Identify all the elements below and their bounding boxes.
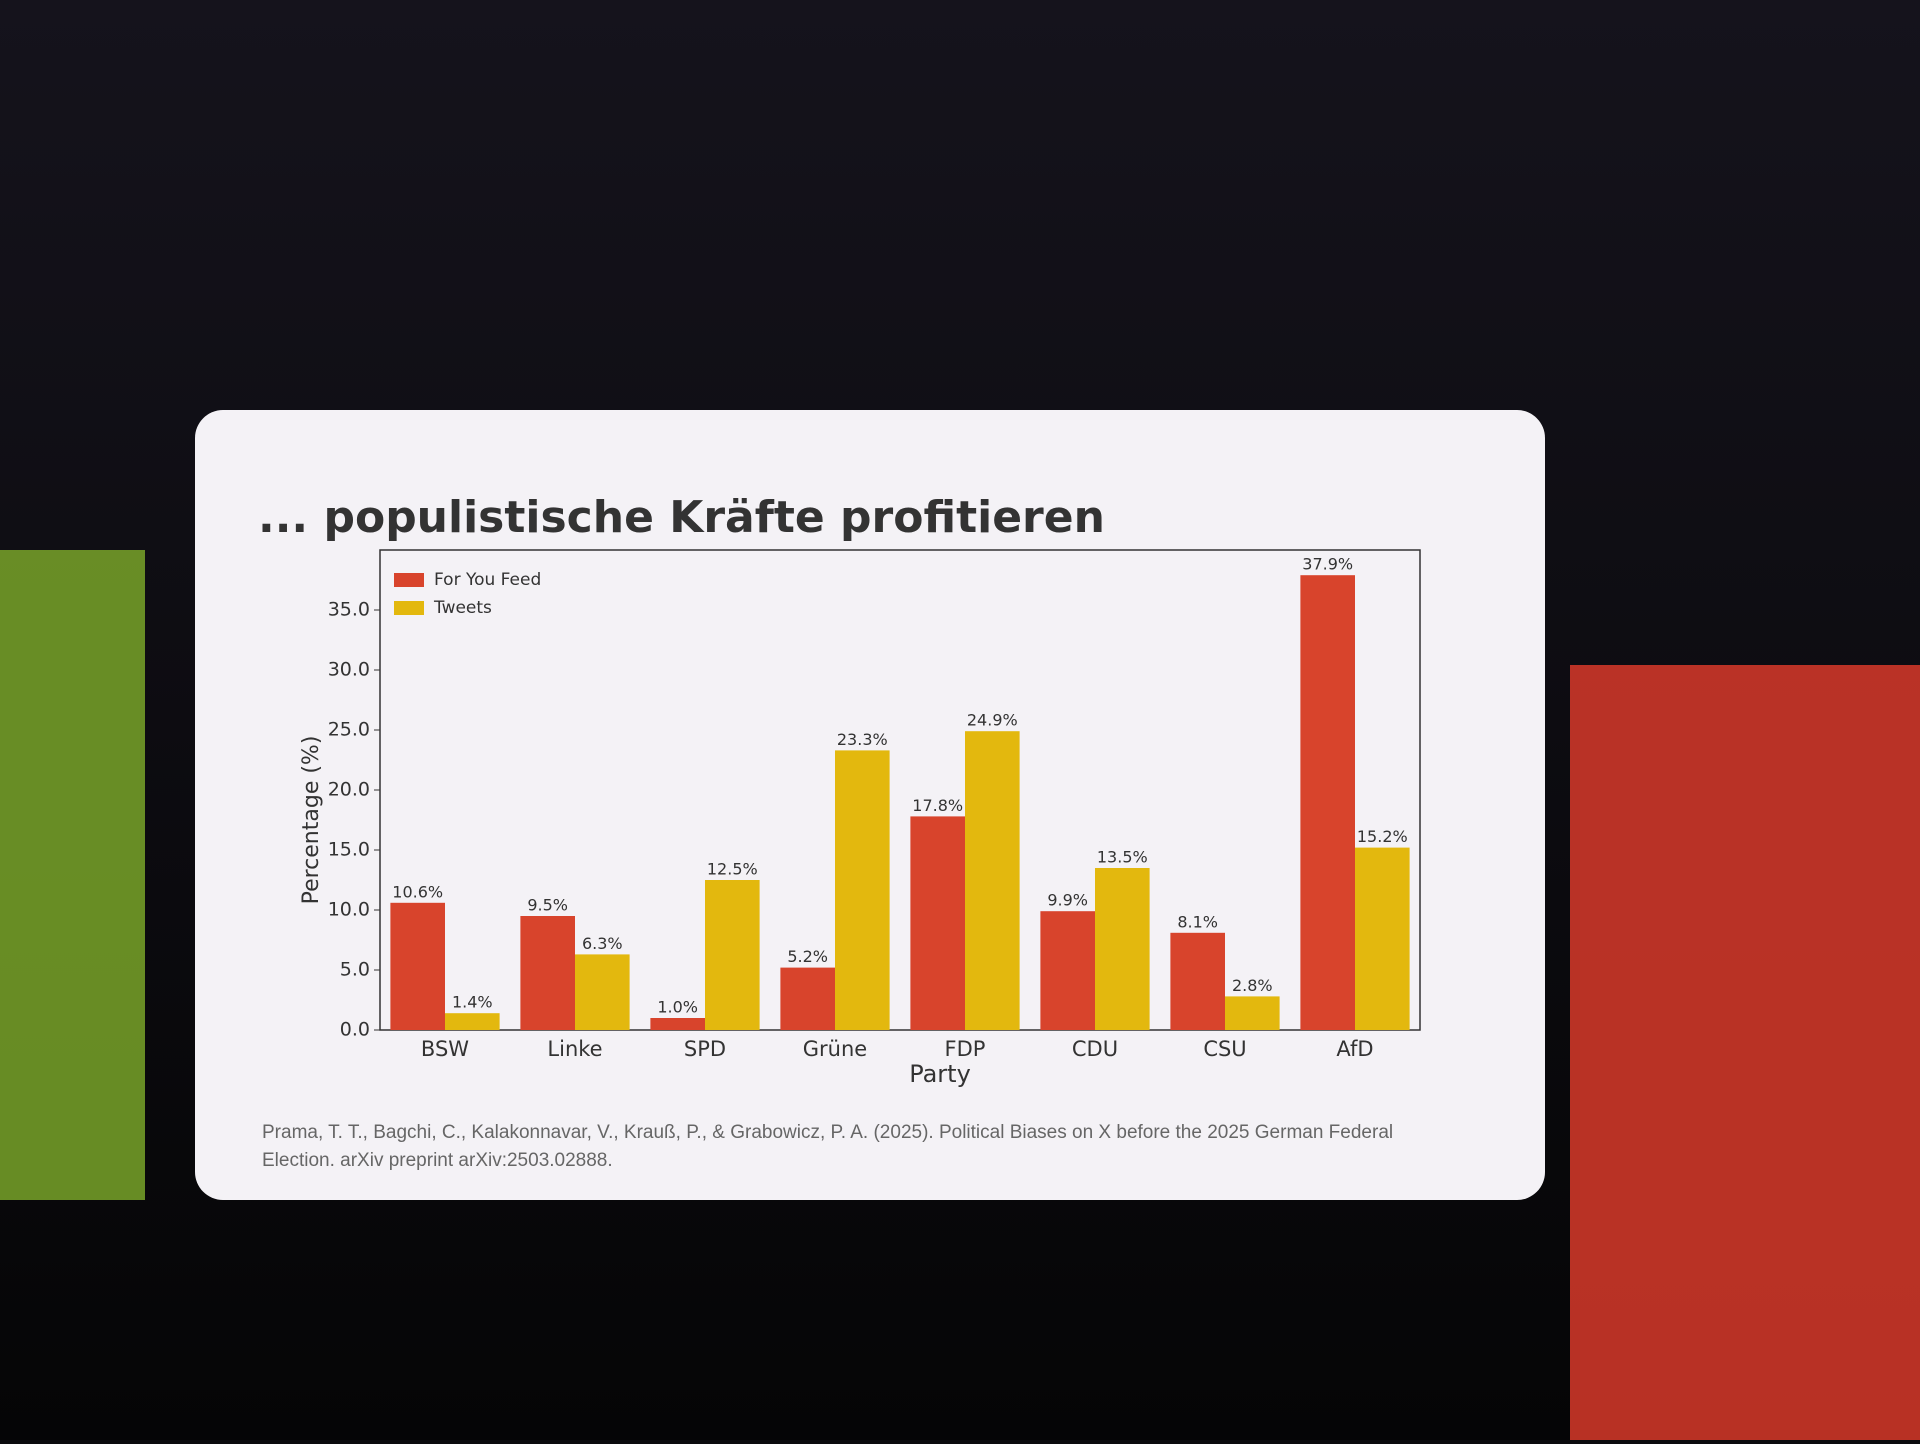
y-tick-label: 25.0 — [328, 719, 370, 741]
bar — [780, 967, 835, 1030]
value-label: 5.2% — [787, 947, 828, 966]
value-label: 23.3% — [837, 730, 888, 749]
x-tick-label: CDU — [1072, 1037, 1118, 1061]
y-tick-label: 35.0 — [328, 599, 370, 621]
bar — [965, 731, 1020, 1030]
legend-label: For You Feed — [434, 570, 541, 590]
y-tick-label: 10.0 — [328, 899, 370, 921]
y-tick-label: 15.0 — [328, 839, 370, 861]
y-tick-label: 20.0 — [328, 779, 370, 801]
value-label: 13.5% — [1097, 848, 1148, 867]
legend-swatch — [394, 601, 424, 615]
legend-swatch — [394, 573, 424, 587]
bar — [1225, 996, 1280, 1030]
citation: Prama, T. T., Bagchi, C., Kalakonnavar, … — [262, 1122, 1393, 1143]
value-label: 8.1% — [1177, 912, 1218, 931]
bar — [1170, 932, 1225, 1030]
value-label: 6.3% — [582, 934, 623, 953]
value-label: 17.8% — [912, 796, 963, 815]
x-tick-label: SPD — [684, 1037, 726, 1061]
x-tick-label: AfD — [1336, 1037, 1373, 1061]
value-label: 24.9% — [967, 711, 1018, 730]
x-tick-label: Linke — [547, 1037, 602, 1061]
x-axis-label: Party — [909, 1060, 971, 1088]
x-tick-label: BSW — [421, 1037, 469, 1061]
legend-label: Tweets — [433, 598, 492, 618]
bar — [445, 1013, 500, 1030]
bar — [650, 1018, 705, 1030]
bar — [520, 916, 575, 1030]
value-label: 10.6% — [392, 882, 443, 901]
x-tick-label: CSU — [1203, 1037, 1246, 1061]
y-tick-label: 5.0 — [340, 959, 370, 981]
bar — [1040, 911, 1095, 1030]
bar — [705, 880, 760, 1030]
value-label: 9.9% — [1047, 891, 1088, 910]
bar — [1300, 575, 1355, 1030]
bar — [390, 902, 445, 1030]
value-label: 9.5% — [527, 896, 568, 915]
bar — [1095, 868, 1150, 1030]
value-label: 1.4% — [452, 993, 493, 1012]
bar — [910, 816, 965, 1030]
value-label: 1.0% — [657, 998, 698, 1017]
value-label: 2.8% — [1232, 976, 1273, 995]
value-label: 12.5% — [707, 860, 758, 879]
bar — [1355, 847, 1410, 1030]
bar — [575, 954, 630, 1030]
right-crates — [1570, 665, 1920, 1440]
x-tick-label: FDP — [945, 1037, 986, 1061]
value-label: 37.9% — [1302, 555, 1353, 574]
y-tick-label: 0.0 — [340, 1019, 370, 1041]
x-tick-label: Grüne — [803, 1037, 867, 1061]
value-label: 15.2% — [1357, 827, 1408, 846]
y-axis-label: Percentage (%) — [299, 736, 324, 905]
y-tick-label: 30.0 — [328, 659, 370, 681]
slide-title: ... populistische Kräfte profitieren — [258, 492, 1105, 543]
citation: Election. arXiv preprint arXiv:2503.0288… — [262, 1150, 613, 1171]
left-crates — [0, 550, 145, 1200]
bar — [835, 750, 890, 1030]
